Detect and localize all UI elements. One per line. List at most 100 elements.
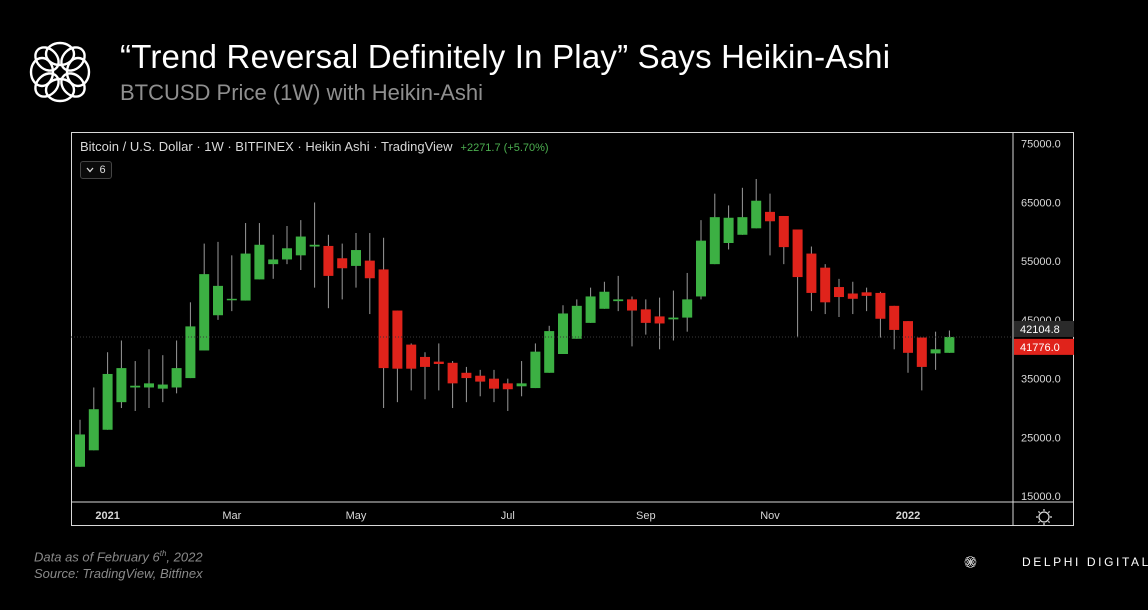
candle-body [613,299,624,302]
candle[interactable] [337,243,348,300]
candle[interactable] [309,202,320,288]
candle[interactable] [489,369,499,403]
x-tick-label: 2022 [896,510,920,522]
candle[interactable] [668,290,679,341]
candle[interactable] [930,331,941,370]
candle[interactable] [433,343,444,391]
candle[interactable] [875,291,886,338]
candle[interactable] [640,299,651,335]
candle-body [889,305,900,330]
candle-body [461,372,472,379]
candle[interactable] [765,193,775,256]
candle[interactable] [502,378,513,411]
candle[interactable] [944,330,955,353]
candle[interactable] [185,302,196,379]
candle-body [116,368,127,403]
candle-body [640,309,651,323]
candle[interactable] [420,352,430,400]
candle[interactable] [544,325,555,373]
candle[interactable] [861,287,872,312]
candle[interactable] [847,281,858,315]
candle-body [88,409,99,451]
candle[interactable] [240,223,251,301]
candle[interactable] [751,178,762,229]
candle[interactable] [792,229,803,338]
candle[interactable] [199,243,210,351]
candle-body [295,236,306,256]
candle[interactable] [102,352,113,430]
candle[interactable] [723,205,734,250]
candle[interactable] [392,310,403,403]
candle-body [420,356,430,367]
candle[interactable] [295,220,306,271]
candle[interactable] [323,234,334,309]
candle[interactable] [213,241,223,320]
candle[interactable] [530,343,541,389]
candle[interactable] [88,387,99,451]
candle[interactable] [889,305,900,350]
y-tick-label: 55000.0 [1021,256,1061,268]
candle[interactable] [834,278,844,317]
indicator-count: 6 [99,164,106,176]
candle[interactable] [599,281,610,309]
candle-body [944,336,955,353]
candle[interactable] [737,187,748,235]
candle[interactable] [709,193,720,265]
candle-body [668,317,679,320]
candle[interactable] [351,233,361,288]
y-tick-label: 35000.0 [1021,374,1061,386]
candle[interactable] [627,296,637,347]
candle[interactable] [806,246,817,312]
candle[interactable] [461,366,472,403]
candle[interactable] [268,234,279,279]
candle[interactable] [516,361,527,397]
candle[interactable] [130,361,141,411]
candle-body [475,375,486,382]
candle-body [654,316,665,324]
candle-body [847,293,858,299]
candle[interactable] [171,340,182,394]
candle[interactable] [282,225,292,265]
candle[interactable] [903,321,913,373]
settings-gear-icon[interactable] [1036,509,1052,525]
candle[interactable] [406,343,417,391]
candle[interactable] [144,349,154,409]
candle[interactable] [820,264,831,315]
candle[interactable] [475,369,486,397]
candle[interactable] [75,419,85,467]
candle[interactable] [916,337,927,391]
candle-body [351,250,361,266]
candle-body [723,217,734,243]
candle[interactable] [254,223,265,280]
candlestick-chart[interactable]: 75000.065000.055000.045000.035000.025000… [71,132,1074,526]
price-axis: 75000.065000.055000.045000.035000.025000… [1021,139,1061,503]
data-date-note: Data as of February 6th, 2022 [34,549,203,565]
candle-body [558,313,568,354]
candle-body [778,215,789,248]
candle-body [199,274,210,351]
candle[interactable] [378,237,389,409]
price-tag-label: 42104.8 [1020,324,1060,336]
candle[interactable] [157,355,168,403]
x-tick-label: Jul [501,510,515,522]
candle[interactable] [571,299,582,339]
candle-body [696,240,706,297]
footnote: Data as of February 6th, 2022 Source: Tr… [34,545,203,582]
candle[interactable] [682,272,693,332]
candle-body [502,383,513,390]
candle[interactable] [613,275,624,312]
indicator-collapse-button[interactable]: 6 [80,161,112,179]
candle-body [834,287,844,298]
x-tick-label: Sep [636,510,656,522]
candle[interactable] [558,305,568,354]
candle[interactable] [226,255,237,312]
candle[interactable] [696,220,706,300]
candle[interactable] [116,340,127,409]
candle-body [102,373,113,430]
candle[interactable] [778,215,789,265]
candle[interactable] [364,233,375,315]
candle[interactable] [447,361,458,409]
candle[interactable] [585,287,596,323]
candle[interactable] [654,297,665,350]
candle-body [240,253,251,301]
